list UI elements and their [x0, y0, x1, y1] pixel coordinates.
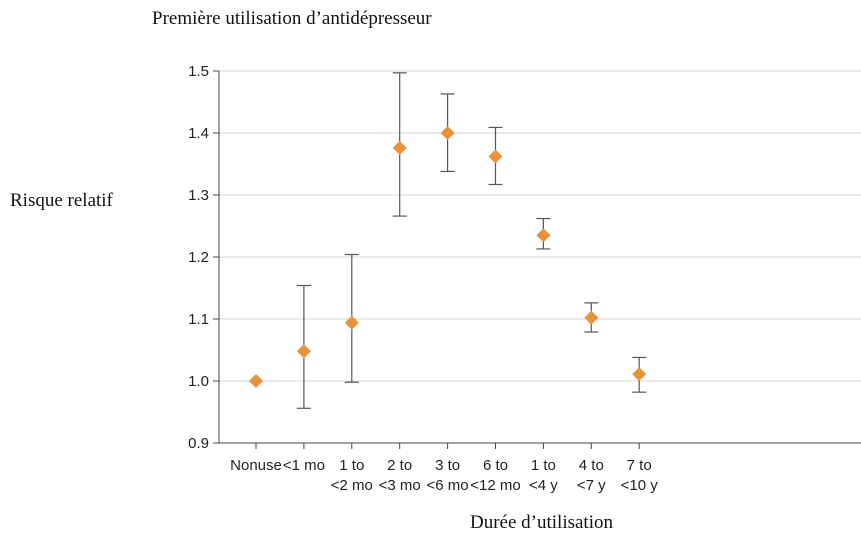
- data-point-diamond: [632, 367, 647, 382]
- x-tick-label: 3 to: [435, 457, 460, 474]
- y-axis-label: Risque relatif: [10, 190, 113, 211]
- x-tick-label: <1 mo: [283, 457, 325, 474]
- y-tick-label: 1.0: [188, 373, 209, 390]
- y-tick-label: 1.5: [188, 63, 209, 80]
- x-tick-label: <3 mo: [379, 477, 421, 494]
- y-tick-label: 1.1: [188, 311, 209, 328]
- x-tick-label: 4 to: [579, 457, 604, 474]
- data-point-diamond: [344, 315, 359, 330]
- x-tick-label: <2 mo: [331, 477, 373, 494]
- data-point-diamond: [249, 374, 263, 388]
- data-point-diamond: [536, 228, 551, 243]
- x-tick-label: <10 y: [621, 477, 659, 494]
- data-point-diamond: [584, 310, 599, 325]
- x-axis-label: Durée d’utilisation: [470, 512, 613, 533]
- y-tick-label: 1.2: [188, 249, 209, 266]
- chart-title: Première utilisation d’antidépresseur: [152, 8, 432, 29]
- y-tick-label: 1.4: [188, 125, 209, 142]
- data-point-diamond: [440, 126, 455, 140]
- x-tick-label: 6 to: [483, 457, 508, 474]
- x-tick-label: 1 to: [531, 457, 556, 474]
- x-tick-label: 1 to: [339, 457, 364, 474]
- y-tick-label: 0.9: [188, 435, 209, 452]
- x-tick-label: Nonuse: [230, 457, 282, 474]
- x-tick-label: <7 y: [577, 477, 606, 494]
- data-point-diamond: [488, 149, 503, 164]
- x-tick-label: <12 mo: [470, 477, 520, 494]
- data-point-diamond: [392, 140, 407, 155]
- x-tick-label: 2 to: [387, 457, 412, 474]
- x-tick-label: 7 to: [627, 457, 652, 474]
- x-tick-label: <4 y: [529, 477, 558, 494]
- y-tick-label: 1.3: [188, 187, 209, 204]
- x-tick-label: <6 mo: [427, 477, 469, 494]
- data-point-diamond: [296, 344, 311, 359]
